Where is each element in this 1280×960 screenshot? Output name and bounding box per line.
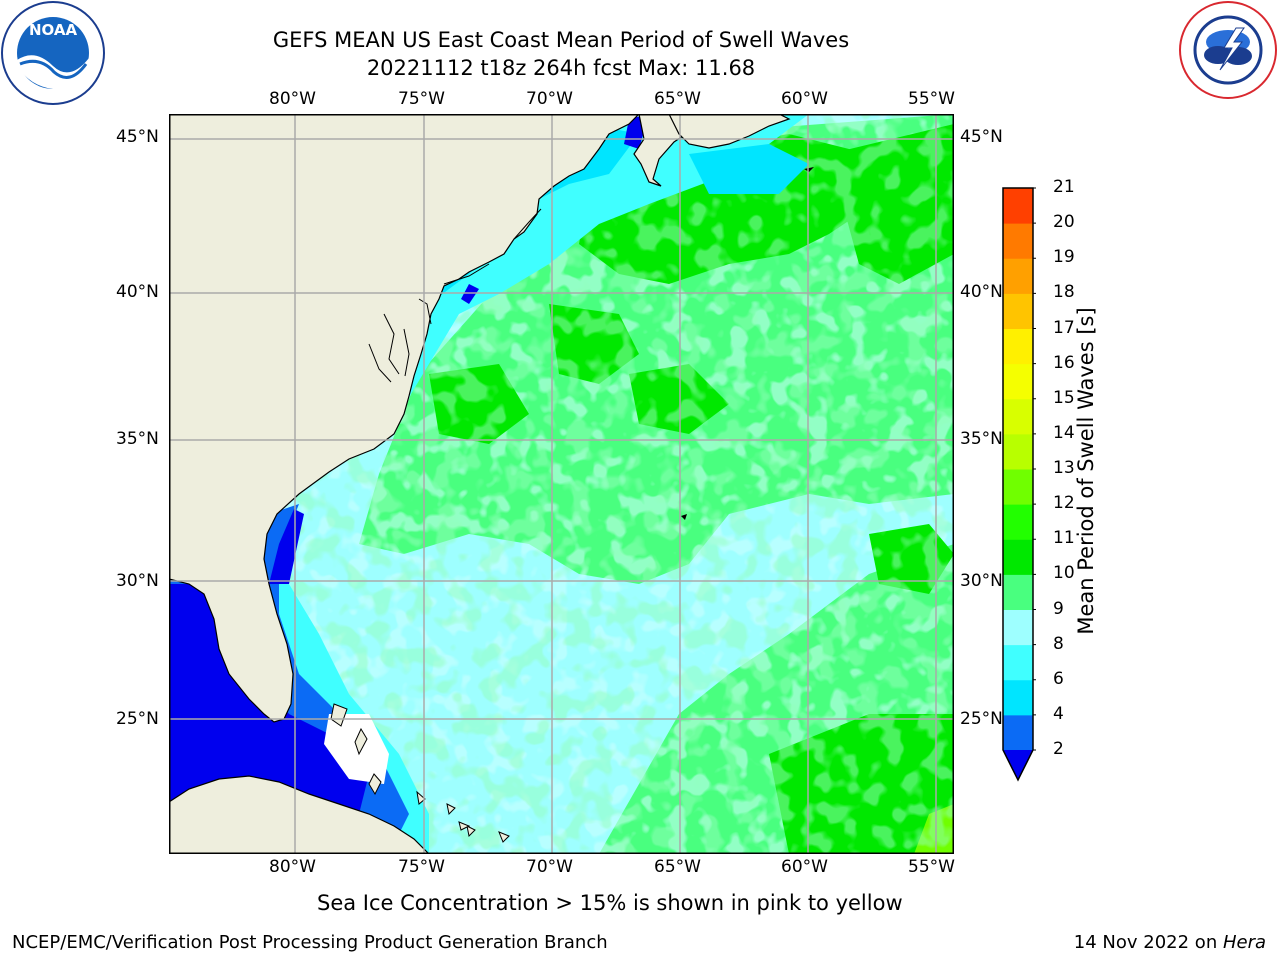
footer-machine: Hera	[1222, 932, 1266, 953]
colorbar-tick-label: 13	[1053, 458, 1075, 478]
lon-label-top-70w: 70°W	[526, 89, 573, 109]
map-panel	[169, 114, 954, 854]
lon-label-bottom-60w: 60°W	[781, 857, 828, 877]
colorbar-swatch	[1003, 293, 1033, 329]
bahama-bank-white	[324, 714, 389, 784]
land-sable-island	[804, 167, 814, 172]
colorbar-tick-label: 16	[1053, 352, 1075, 373]
blue-ny-bight	[461, 284, 479, 304]
noaa-logo-text: NOAA	[29, 21, 78, 39]
colorbar-swatch	[1003, 469, 1033, 505]
lon-label-bottom-65w: 65°W	[654, 857, 701, 877]
footer-date-text: 14 Nov 2022 on	[1073, 932, 1223, 953]
map-frame	[169, 114, 954, 854]
lon-label-bottom-75w: 75°W	[398, 857, 445, 877]
lat-label-right-25n: 25°N	[960, 709, 1003, 729]
noaa-logo: NOAA	[0, 0, 106, 106]
colorbar-swatches	[1002, 187, 1036, 782]
swell-period-map	[169, 114, 954, 854]
colorbar-swatch	[1003, 574, 1033, 610]
colorbar-tick-label: 11	[1053, 528, 1075, 549]
colorbar-swatch	[1003, 504, 1033, 540]
lat-label-left-30n: 30°N	[116, 571, 159, 591]
lon-label-top-60w: 60°W	[781, 89, 828, 109]
lat-label-right-35n: 35°N	[960, 429, 1003, 449]
coastline-details	[368, 208, 542, 383]
colorbar-swatch	[1003, 609, 1033, 646]
footer-organization: NCEP/EMC/Verification Post Processing Pr…	[12, 932, 608, 953]
colorbar-swatch	[1003, 644, 1033, 681]
colorbar-swatch	[1003, 679, 1033, 716]
lon-label-bottom-70w: 70°W	[526, 857, 573, 877]
lat-label-left-45n: 45°N	[116, 127, 159, 147]
colorbar-title: Mean Period of Swell Waves [s]	[1074, 307, 1098, 635]
land-bermuda	[681, 514, 687, 520]
lon-label-bottom-80w: 80°W	[269, 857, 316, 877]
colorbar-tick-label: 20	[1053, 212, 1075, 233]
lon-label-top-80w: 80°W	[269, 89, 316, 109]
nws-logo	[1176, 0, 1280, 100]
colorbar-tick-label: 8	[1053, 633, 1064, 654]
colorbar-swatch	[1003, 188, 1033, 224]
colorbar-tick-label: 17	[1053, 317, 1075, 338]
colorbar-swatch	[1003, 433, 1033, 470]
lon-label-bottom-55w: 55°W	[908, 857, 955, 877]
colorbar-tick-label: 10	[1053, 563, 1075, 584]
colorbar-swatch	[1003, 539, 1033, 575]
colorbar-swatch	[1003, 328, 1033, 365]
colorbar-tick-label: 14	[1053, 422, 1075, 443]
colorbar-swatch	[1003, 398, 1033, 435]
colorbar-extend-triangle	[1003, 750, 1033, 780]
colorbar-swatch	[1003, 223, 1033, 259]
land-us-mainland	[169, 114, 640, 723]
sea-ice-note: Sea Ice Concentration > 15% is shown in …	[317, 891, 903, 915]
lat-label-right-45n: 45°N	[960, 127, 1003, 147]
lat-label-left-25n: 25°N	[116, 709, 159, 729]
lat-label-left-35n: 35°N	[116, 429, 159, 449]
lat-label-right-40n: 40°N	[960, 282, 1003, 302]
colorbar-tick-label: 19	[1053, 247, 1075, 268]
colorbar-tick-label: 21	[1053, 177, 1075, 197]
cyan-gulf-of-maine	[689, 144, 809, 194]
graticule	[169, 114, 954, 854]
lat-label-left-40n: 40°N	[116, 282, 159, 302]
colorbar-swatch	[1003, 258, 1033, 294]
colorbar-tick-label: 6	[1053, 668, 1064, 689]
chart-subtitle: 20221112 t18z 264h fcst Max: 11.68	[366, 56, 756, 80]
colorbar-swatch	[1003, 714, 1033, 751]
land-bahamas	[330, 703, 510, 843]
lon-label-top-55w: 55°W	[908, 89, 955, 109]
colorbar-tick-label: 4	[1053, 703, 1064, 724]
colorbar-swatch	[1003, 363, 1033, 400]
colorbar-tick-label: 18	[1053, 282, 1075, 303]
land-cuba	[169, 775, 430, 854]
colorbar-frame	[1002, 187, 1034, 782]
colorbar-tick-label: 2	[1053, 739, 1064, 759]
footer-date: 14 Nov 2022 on Hera	[1074, 932, 1266, 953]
lon-label-top-75w: 75°W	[398, 89, 445, 109]
colorbar-tick-label: 9	[1053, 598, 1064, 619]
chart-title: GEFS MEAN US East Coast Mean Period of S…	[272, 28, 850, 52]
colorbar-tick-label: 15	[1053, 387, 1075, 408]
lat-label-right-30n: 30°N	[960, 571, 1003, 591]
colorbar-tick-label: 12	[1053, 493, 1075, 514]
lon-label-top-65w: 65°W	[654, 89, 701, 109]
colorbar	[1000, 186, 1036, 786]
